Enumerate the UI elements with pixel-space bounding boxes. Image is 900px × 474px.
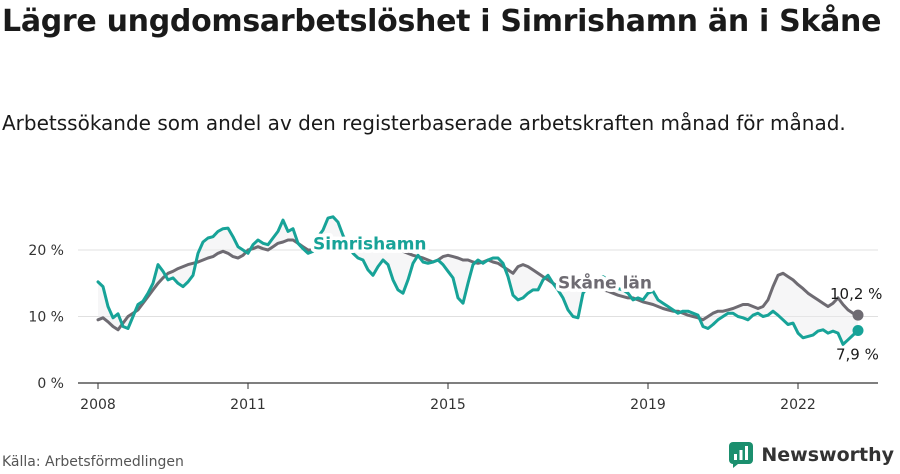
newsworthy-logo-icon (729, 442, 754, 468)
skane-series-label: Skåne län (558, 272, 652, 294)
skane-end-point (852, 309, 864, 321)
brand: Newsworthy (729, 442, 894, 468)
chart-title: Lägre ungdomsarbetslöshet i Simrishamn ä… (2, 4, 882, 39)
x-tick-label: 2015 (430, 397, 466, 413)
x-tick-label: 2011 (230, 397, 266, 413)
simrishamn-end-label: 7,9 % (836, 345, 879, 363)
skane-line (96, 236, 860, 332)
simrishamn-end-point (852, 324, 864, 336)
simrishamn-series-label: Simrishamn (313, 234, 427, 254)
y-tick-label: 10 % (28, 310, 64, 326)
x-tick-label: 2008 (80, 397, 116, 413)
x-tick-label: 2019 (630, 397, 666, 413)
source-note: Källa: Arbetsförmedlingen (2, 454, 184, 470)
brand-name: Newsworthy (761, 444, 894, 466)
simrishamn-line (96, 215, 860, 346)
chart-subtitle: Arbetssökande som andel av den registerb… (2, 111, 846, 135)
x-tick-label: 2022 (780, 397, 816, 413)
skane-end-label: 10,2 % (830, 285, 882, 303)
y-tick-label: 0 % (37, 376, 64, 392)
y-tick-label: 20 % (28, 243, 64, 259)
